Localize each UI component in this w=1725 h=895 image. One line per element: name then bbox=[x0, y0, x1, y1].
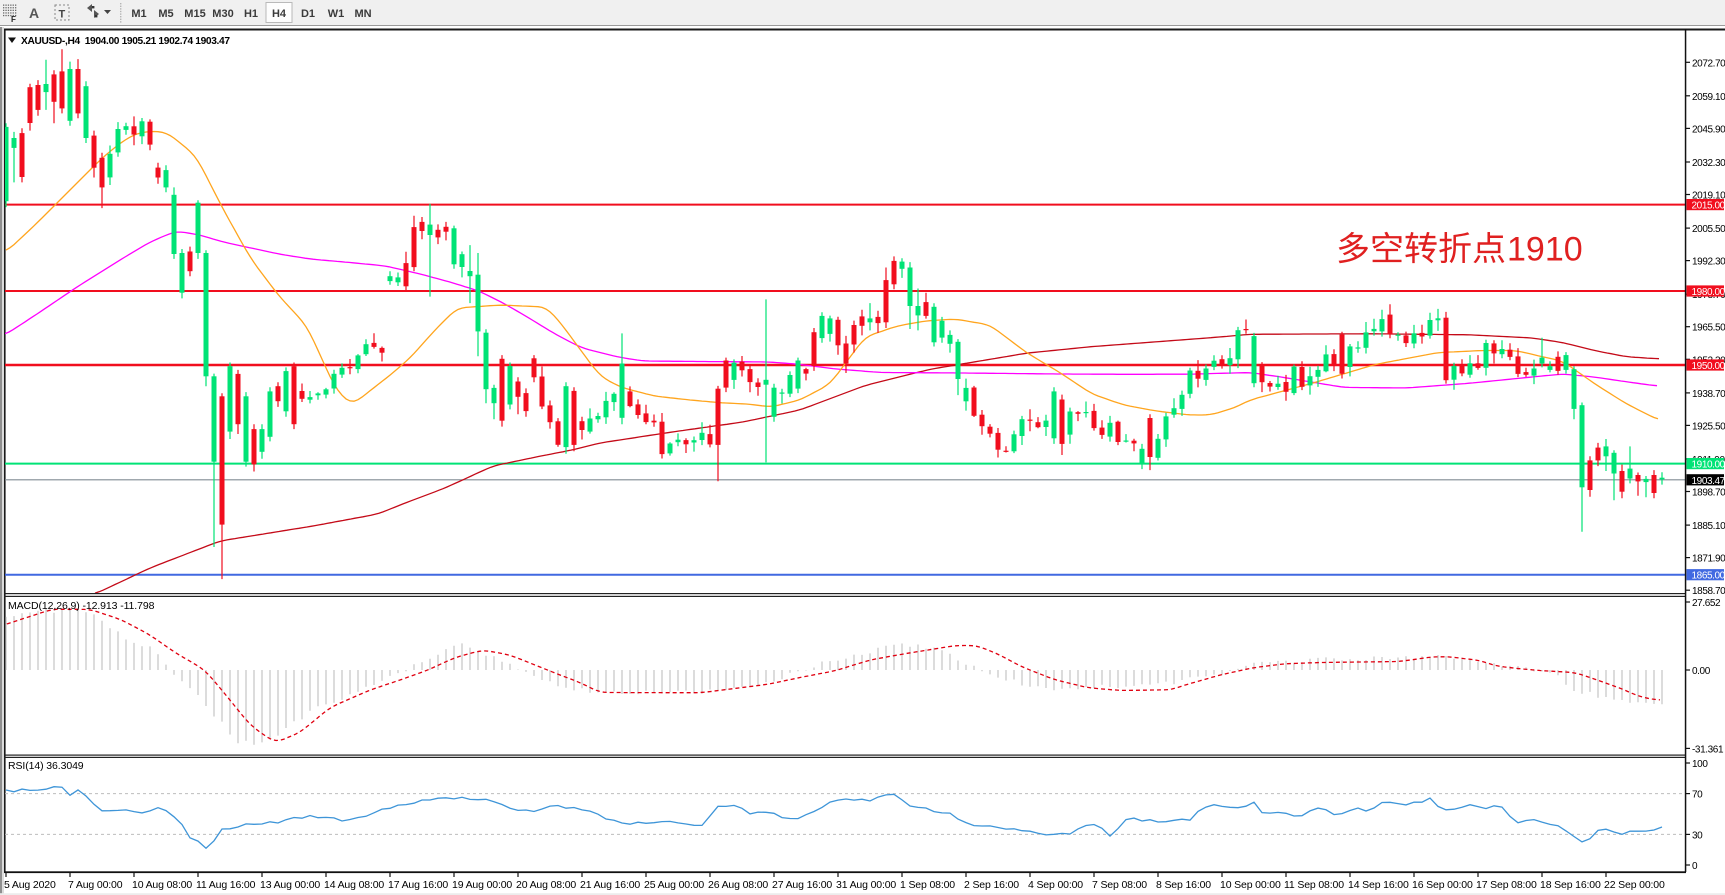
svg-text:4 Sep 00:00: 4 Sep 00:00 bbox=[1028, 879, 1083, 891]
svg-text:1910: 1910 bbox=[1507, 231, 1583, 269]
svg-text:5 Aug 2020: 5 Aug 2020 bbox=[4, 879, 56, 891]
svg-text:A: A bbox=[29, 5, 39, 21]
svg-text:1885.10: 1885.10 bbox=[1692, 521, 1725, 532]
svg-text:MACD(12,26,9) -12.913 -11.798: MACD(12,26,9) -12.913 -11.798 bbox=[8, 600, 155, 612]
svg-text:31 Aug 00:00: 31 Aug 00:00 bbox=[836, 879, 896, 891]
svg-text:19 Aug 00:00: 19 Aug 00:00 bbox=[452, 879, 512, 891]
svg-text:1898.70: 1898.70 bbox=[1692, 488, 1725, 499]
svg-text:14 Aug 08:00: 14 Aug 08:00 bbox=[324, 879, 384, 891]
svg-text:20 Aug 08:00: 20 Aug 08:00 bbox=[516, 879, 576, 891]
svg-text:1965.50: 1965.50 bbox=[1692, 323, 1725, 334]
svg-text:100: 100 bbox=[1692, 759, 1708, 770]
svg-text:1925.50: 1925.50 bbox=[1692, 421, 1725, 432]
svg-text:M1: M1 bbox=[131, 8, 146, 20]
svg-text:1910.00: 1910.00 bbox=[1692, 460, 1725, 471]
svg-text:11 Aug 16:00: 11 Aug 16:00 bbox=[196, 879, 256, 891]
svg-text:22 Sep 00:00: 22 Sep 00:00 bbox=[1604, 879, 1665, 891]
svg-text:27.652: 27.652 bbox=[1692, 598, 1721, 609]
svg-text:W1: W1 bbox=[328, 8, 345, 20]
svg-text:1938.70: 1938.70 bbox=[1692, 389, 1725, 400]
svg-text:1858.70: 1858.70 bbox=[1692, 586, 1725, 597]
svg-text:2005.50: 2005.50 bbox=[1692, 224, 1725, 235]
svg-text:XAUUSD-,H4 1904.00 1905.21 19: XAUUSD-,H4 1904.00 1905.21 1902.74 1903.… bbox=[21, 36, 230, 47]
svg-text:M15: M15 bbox=[184, 8, 205, 20]
svg-text:1 Sep 08:00: 1 Sep 08:00 bbox=[900, 879, 955, 891]
svg-text:1865.00: 1865.00 bbox=[1692, 571, 1725, 582]
svg-text:2072.70: 2072.70 bbox=[1692, 58, 1725, 69]
svg-text:17 Sep 08:00: 17 Sep 08:00 bbox=[1476, 879, 1537, 891]
svg-text:1871.90: 1871.90 bbox=[1692, 554, 1725, 565]
svg-text:14 Sep 16:00: 14 Sep 16:00 bbox=[1348, 879, 1409, 891]
svg-text:13 Aug 00:00: 13 Aug 00:00 bbox=[260, 879, 320, 891]
svg-text:-31.361: -31.361 bbox=[1692, 744, 1724, 755]
svg-text:10 Sep 00:00: 10 Sep 00:00 bbox=[1220, 879, 1281, 891]
svg-text:0.00: 0.00 bbox=[1692, 666, 1711, 677]
svg-text:1950.00: 1950.00 bbox=[1692, 361, 1725, 372]
svg-text:8 Sep 16:00: 8 Sep 16:00 bbox=[1156, 879, 1211, 891]
svg-text:F: F bbox=[11, 15, 16, 24]
svg-text:16 Sep 00:00: 16 Sep 00:00 bbox=[1412, 879, 1473, 891]
svg-text:1992.30: 1992.30 bbox=[1692, 257, 1725, 268]
svg-text:T: T bbox=[59, 9, 66, 21]
svg-text:2 Sep 16:00: 2 Sep 16:00 bbox=[964, 879, 1019, 891]
svg-text:M5: M5 bbox=[158, 8, 173, 20]
svg-text:10 Aug 08:00: 10 Aug 08:00 bbox=[132, 879, 192, 891]
svg-text:M30: M30 bbox=[212, 8, 233, 20]
svg-text:30: 30 bbox=[1692, 830, 1703, 841]
svg-text:7 Aug 00:00: 7 Aug 00:00 bbox=[68, 879, 123, 891]
svg-text:11 Sep 08:00: 11 Sep 08:00 bbox=[1284, 879, 1344, 891]
svg-text:2059.10: 2059.10 bbox=[1692, 92, 1725, 103]
svg-text:26 Aug 08:00: 26 Aug 08:00 bbox=[708, 879, 768, 891]
svg-text:1980.00: 1980.00 bbox=[1692, 287, 1725, 298]
svg-text:2015.00: 2015.00 bbox=[1692, 201, 1725, 212]
svg-text:D1: D1 bbox=[301, 8, 315, 20]
svg-text:2045.90: 2045.90 bbox=[1692, 124, 1725, 135]
svg-text:1903.47: 1903.47 bbox=[1692, 476, 1725, 487]
svg-text:7 Sep 08:00: 7 Sep 08:00 bbox=[1092, 879, 1147, 891]
svg-text:18 Sep 16:00: 18 Sep 16:00 bbox=[1540, 879, 1601, 891]
svg-text:0: 0 bbox=[1692, 861, 1698, 872]
svg-text:H1: H1 bbox=[244, 8, 258, 20]
svg-text:2032.30: 2032.30 bbox=[1692, 158, 1725, 169]
svg-text:2019.10: 2019.10 bbox=[1692, 191, 1725, 202]
svg-text:27 Aug 16:00: 27 Aug 16:00 bbox=[772, 879, 832, 891]
svg-text:17 Aug 16:00: 17 Aug 16:00 bbox=[388, 879, 448, 891]
svg-text:70: 70 bbox=[1692, 790, 1703, 801]
svg-text:H4: H4 bbox=[272, 8, 287, 20]
svg-text:MN: MN bbox=[354, 8, 371, 20]
svg-text:RSI(14) 36.3049: RSI(14) 36.3049 bbox=[8, 760, 84, 772]
svg-text:21 Aug 16:00: 21 Aug 16:00 bbox=[580, 879, 640, 891]
svg-text:25 Aug 00:00: 25 Aug 00:00 bbox=[644, 879, 704, 891]
